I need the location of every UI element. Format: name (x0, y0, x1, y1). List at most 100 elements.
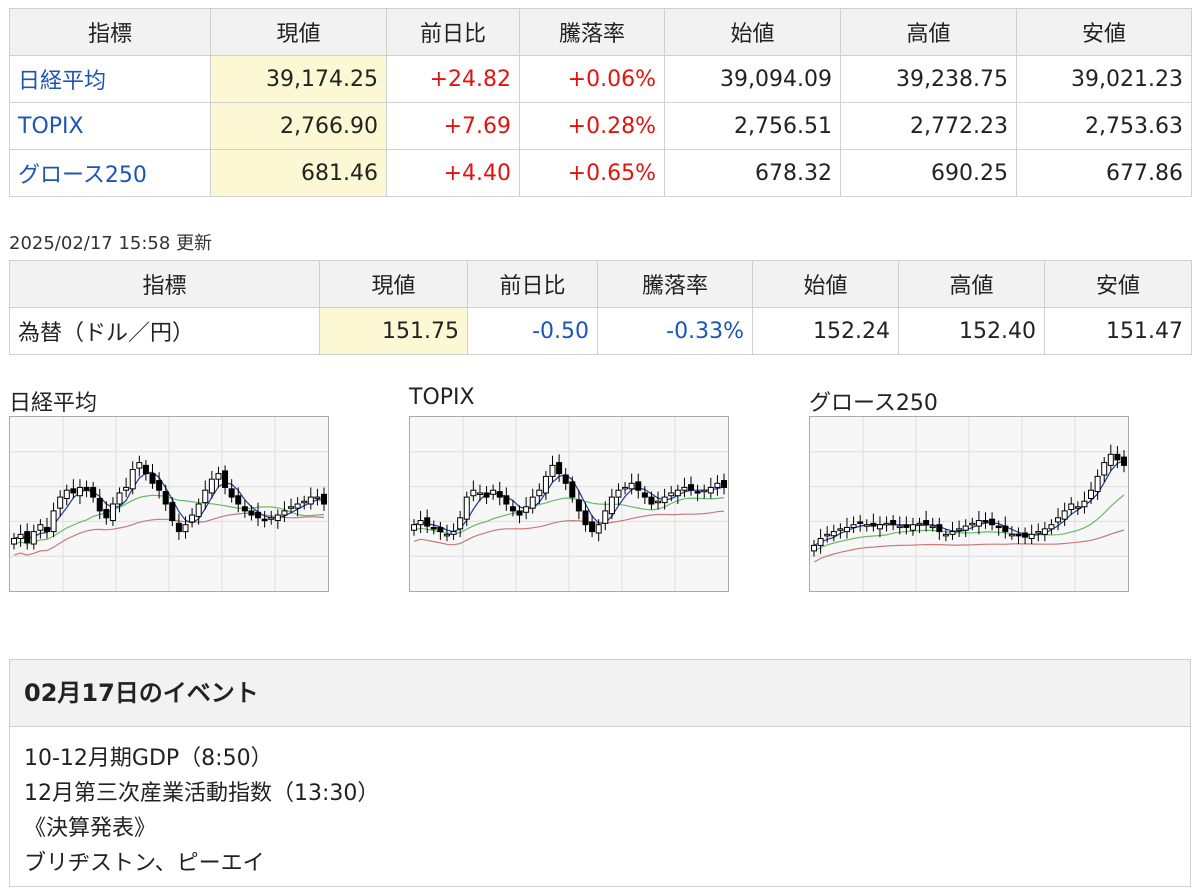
header-open: 始値 (752, 260, 899, 308)
header-indicator: 指標 (9, 8, 211, 56)
candle-body (721, 480, 727, 488)
header-low: 安値 (1016, 8, 1192, 56)
candle-body (509, 506, 516, 512)
candle-body (1055, 517, 1062, 523)
table-row: グロース250 681.46 +4.40 +0.65% 678.32 690.2… (9, 149, 1192, 197)
header-current: 現値 (319, 260, 468, 308)
candle-body (307, 496, 314, 505)
current-value: 39,174.25 (210, 55, 387, 103)
candle-body (1088, 489, 1095, 499)
candle-body (883, 522, 890, 526)
candle-body (1061, 510, 1068, 520)
candle-body (70, 488, 77, 494)
rate-value: +0.06% (519, 55, 665, 103)
chart-topix[interactable] (409, 416, 729, 592)
candle-body (248, 510, 255, 516)
change-value: +4.40 (386, 149, 520, 197)
candle-body (268, 517, 275, 520)
event-item: 10-12月期GDP（8:50） (24, 746, 273, 771)
candle-body (523, 506, 530, 513)
header-high: 高値 (840, 8, 1017, 56)
candle-body (463, 496, 470, 520)
candle-body (595, 524, 602, 534)
ma-short-line (413, 474, 725, 533)
candle-body (962, 525, 969, 531)
updated-timestamp: 2025/02/17 15:58 更新 (9, 233, 213, 254)
candle-body (63, 489, 70, 499)
candle-body (76, 486, 83, 497)
candle-body (602, 510, 609, 524)
candle-body (628, 482, 635, 490)
candle-body (707, 486, 714, 494)
candle-body (321, 493, 327, 505)
candle-body (1107, 453, 1114, 466)
candle-body (870, 522, 877, 527)
candle-body (641, 492, 648, 498)
candle-body (811, 544, 817, 552)
events-panel: 02月17日のイベント 10-12月期GDP（8:50） 12月第三次産業活動指… (9, 659, 1191, 887)
candle-body (1028, 533, 1035, 540)
candle-body (496, 491, 503, 498)
candle-body (149, 473, 156, 484)
events-list: 10-12月期GDP（8:50） 12月第三次産業活動指数（13:30） 《決算… (10, 727, 1190, 881)
high-value: 2,772.23 (840, 102, 1017, 150)
candle-body (288, 506, 295, 509)
candle-body (929, 525, 936, 529)
index-link-topix[interactable]: TOPIX (18, 113, 84, 139)
candle-body (156, 480, 163, 491)
candle-body (1015, 533, 1022, 537)
rate-value: -0.33% (597, 307, 753, 355)
candle-body (116, 492, 123, 505)
candle-body (1068, 503, 1075, 511)
chart-growth250[interactable] (809, 416, 1129, 592)
low-value: 151.47 (1044, 307, 1192, 355)
rate-value: +0.28% (519, 102, 665, 150)
candle-body (582, 510, 589, 526)
candle-body (615, 489, 622, 498)
candle-body (490, 489, 497, 495)
candle-body (824, 533, 831, 537)
candle-body (241, 506, 248, 512)
candle-body (50, 510, 57, 533)
low-value: 677.86 (1016, 149, 1192, 197)
candle-body (674, 489, 681, 497)
candle-body (11, 538, 17, 545)
candle-body (549, 464, 556, 477)
header-change: 前日比 (386, 8, 520, 56)
header-open: 始値 (664, 8, 841, 56)
table-row: 日経平均 39,174.25 +24.82 +0.06% 39,094.09 3… (9, 55, 1192, 103)
ma-long-line (413, 510, 725, 546)
candle-body (235, 495, 242, 505)
candle-body (215, 473, 222, 480)
candle-body (903, 524, 910, 528)
candle-body (83, 486, 90, 491)
candle-body (635, 481, 642, 491)
candle-body (655, 500, 662, 504)
candle-body (949, 531, 956, 535)
chart-nikkei[interactable] (9, 416, 329, 592)
candle-body (1121, 456, 1127, 466)
candle-body (896, 525, 903, 529)
candle-body (182, 524, 189, 533)
rate-value: +0.65% (519, 149, 665, 197)
candle-body (562, 474, 569, 484)
table-header-row: 指標 現値 前日比 騰落率 始値 高値 安値 (9, 260, 1192, 308)
candle-body (694, 491, 701, 494)
candle-body (503, 495, 510, 505)
chart-canvas (810, 417, 1128, 591)
candle-body (1074, 506, 1081, 509)
candle-body (942, 533, 949, 537)
candle-body (222, 470, 229, 488)
candle-body (936, 524, 943, 533)
table-row: TOPIX 2,766.90 +7.69 +0.28% 2,756.51 2,7… (9, 102, 1192, 150)
chart-title-nikkei: 日経平均 (9, 391, 98, 416)
candle-body (1002, 525, 1009, 533)
candle-body (417, 520, 424, 526)
candle-body (542, 475, 549, 494)
low-value: 39,021.23 (1016, 55, 1192, 103)
candle-body (274, 514, 281, 522)
index-link-growth250[interactable]: グロース250 (18, 163, 147, 188)
index-link-nikkei[interactable]: 日経平均 (18, 69, 107, 94)
candle-body (457, 517, 464, 530)
current-value: 151.75 (319, 307, 468, 355)
